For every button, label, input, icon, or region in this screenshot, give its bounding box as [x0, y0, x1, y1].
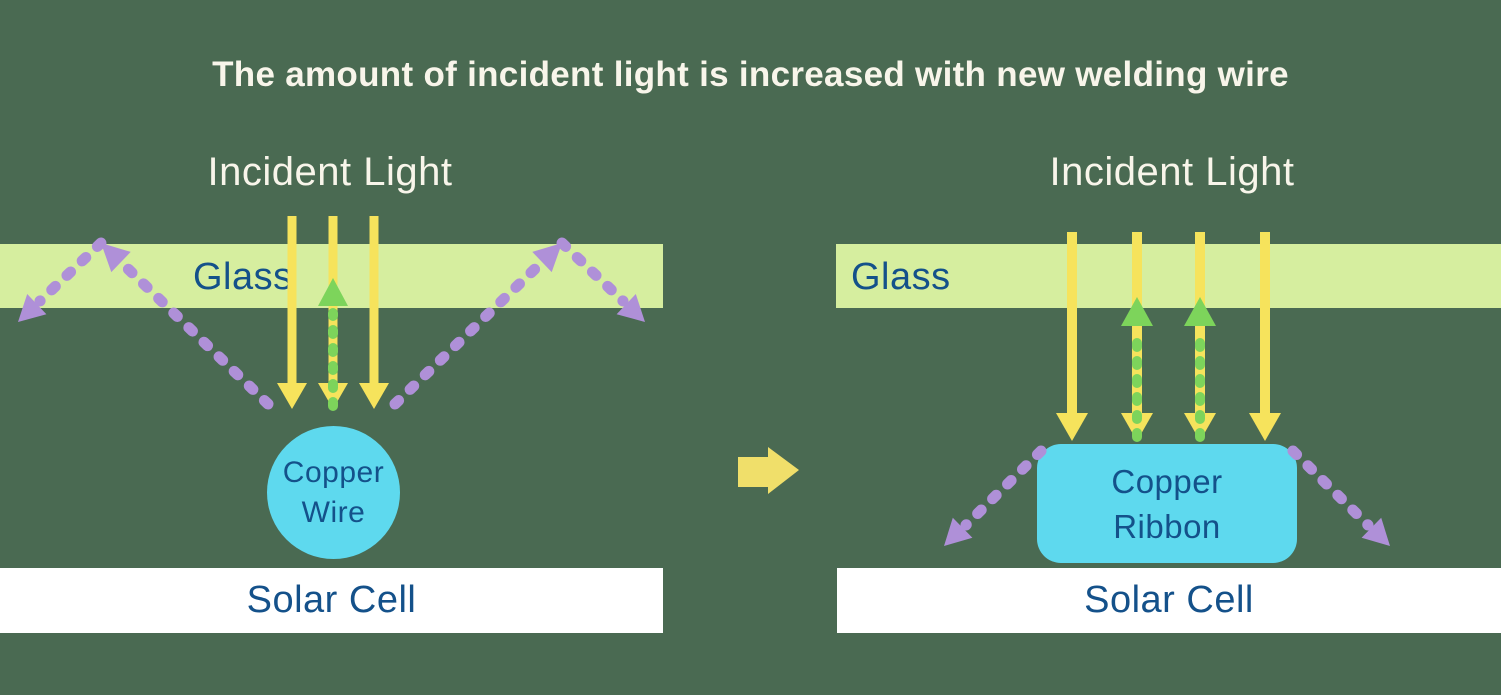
scattered-ray-right-left — [944, 445, 1047, 546]
solar-cell-right: Solar Cell — [837, 568, 1501, 633]
incident-arrowhead-icon — [1121, 413, 1153, 441]
glass-panel-left — [0, 244, 663, 308]
transition-arrow-icon — [738, 447, 799, 494]
reflected-green-arrows-right — [1121, 297, 1216, 442]
diagram-title: The amount of incident light is increase… — [212, 55, 1289, 94]
copper-ribbon-label-line1: Copper — [1111, 462, 1223, 500]
purple-arrowhead-icon — [944, 517, 973, 546]
incident-arrowhead-icon — [1056, 413, 1088, 441]
incident-arrowhead-icon — [1184, 413, 1216, 441]
copper-wire-label-line2: Wire — [301, 495, 366, 529]
purple-arrowhead-icon — [1361, 517, 1390, 546]
glass-label-left: Glass — [193, 256, 293, 298]
purple-dashed-ray-icon — [1287, 445, 1374, 531]
incident-arrowhead-icon — [318, 383, 348, 409]
solar-cell-left: Solar Cell — [0, 568, 663, 633]
purple-dashed-ray-icon — [960, 445, 1047, 531]
scattered-ray-right-right — [1287, 445, 1390, 546]
solar-cell-label-right: Solar Cell — [1084, 579, 1254, 621]
solar-cell-label-left: Solar Cell — [246, 579, 417, 621]
incident-arrowhead-icon — [277, 383, 307, 409]
copper-wire-label-line1: Copper — [282, 455, 385, 489]
copper-wire-circle: Copper Wire — [267, 426, 400, 559]
incident-arrowhead-icon — [359, 383, 389, 409]
incident-light-label-right: Incident Light — [1049, 150, 1295, 194]
incident-arrowhead-icon — [1249, 413, 1281, 441]
glass-label-right: Glass — [851, 256, 951, 298]
copper-ribbon-rect: Copper Ribbon — [1037, 444, 1297, 563]
glass-panel-right — [836, 244, 1501, 308]
incident-light-label-left: Incident Light — [207, 150, 453, 194]
copper-ribbon-label-line2: Ribbon — [1113, 507, 1221, 545]
